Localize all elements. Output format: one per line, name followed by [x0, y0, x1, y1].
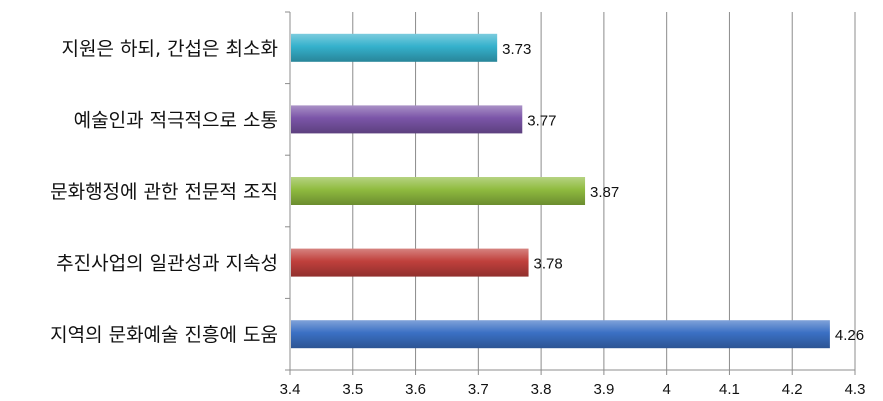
category-label: 문화행정에 관한 전문적 조직 — [50, 181, 278, 203]
data-label: 3.77 — [527, 112, 556, 129]
category-label: 예술인과 적극적으로 소통 — [74, 109, 278, 131]
x-tick-label: 3.7 — [468, 381, 489, 398]
x-tick-label: 4.1 — [719, 381, 740, 398]
x-tick-label: 3.4 — [280, 381, 301, 398]
bar-3 — [291, 105, 523, 134]
x-tick-label: 4.2 — [782, 381, 803, 398]
bar-1 — [291, 248, 529, 277]
data-label: 4.26 — [835, 327, 864, 344]
x-tick-label: 3.9 — [593, 381, 614, 398]
data-label: 3.78 — [534, 256, 563, 273]
category-label: 지역의 문화예술 진흥에 도움 — [50, 324, 278, 346]
data-label: 3.87 — [590, 184, 619, 201]
bar-4 — [291, 33, 498, 62]
x-tick-label: 4.3 — [845, 381, 866, 398]
labels: 3.4 3.5 3.6 3.7 3.8 3.9 4 4.1 4.2 4.3 4.26 지역의 문화예술… — [50, 38, 865, 398]
gridlines — [352, 12, 856, 370]
axes — [285, 11, 856, 375]
bar-0 — [291, 320, 830, 349]
x-tick-label: 3.5 — [342, 381, 363, 398]
x-tick-label: 3.6 — [405, 381, 426, 398]
bar-2 — [291, 177, 586, 205]
category-label: 지원은 하되, 간섭은 최소화 — [62, 38, 278, 60]
x-tick-label: 4 — [662, 381, 670, 398]
x-tick-label: 3.8 — [531, 381, 552, 398]
data-label: 3.73 — [502, 41, 531, 58]
bars — [291, 33, 830, 349]
category-label: 추진사업의 일관성과 지속성 — [56, 253, 278, 275]
